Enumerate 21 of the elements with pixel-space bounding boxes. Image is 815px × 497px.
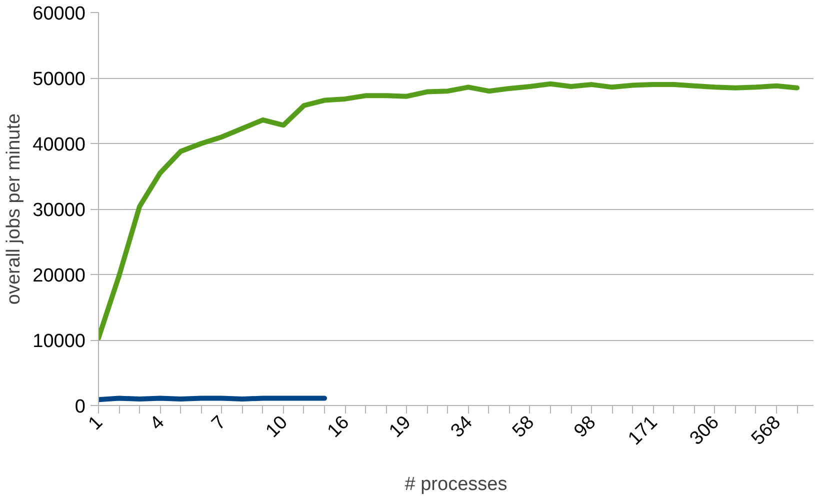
x-tick-label: 306 (686, 412, 724, 450)
x-tick-label: 171 (624, 412, 662, 450)
x-tick-label: 19 (385, 412, 416, 442)
y-tick-label: 30000 (32, 200, 86, 221)
x-tick-label: 34 (447, 412, 478, 442)
x-tick-label: 4 (146, 412, 169, 434)
y-tick-label: 60000 (32, 4, 86, 24)
y-tick-label: 10000 (32, 331, 86, 352)
x-tick-label: 98 (570, 412, 600, 442)
x-tick-label: 16 (324, 412, 354, 442)
x-axis-title: # processes (404, 474, 508, 495)
y-tick-label: 20000 (32, 266, 86, 286)
y-tick-label: 40000 (32, 134, 86, 156)
x-tick-label: 58 (508, 412, 538, 442)
x-tick-label: 7 (208, 412, 230, 434)
y-axis-title: overall jobs per minute (4, 113, 25, 305)
y-tick-label: 0 (74, 396, 86, 418)
x-tick-label: 1 (84, 412, 107, 434)
x-tick-label: 568 (748, 412, 786, 450)
x-tick-label: 10 (262, 412, 292, 442)
y-tick-label: 50000 (32, 69, 86, 90)
